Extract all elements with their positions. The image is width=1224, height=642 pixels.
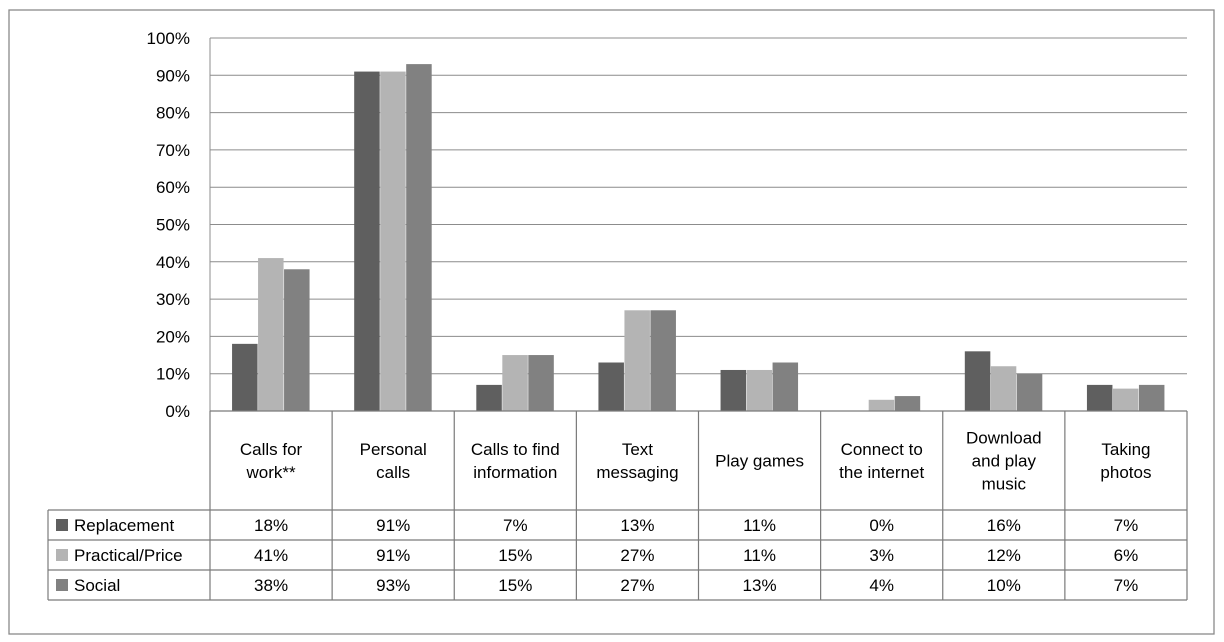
series-name: Replacement bbox=[74, 516, 174, 535]
y-tick-label: 60% bbox=[156, 178, 190, 197]
data-table: Calls for work** Personal calls Calls to fin… bbox=[47, 410, 1188, 601]
legend-swatch bbox=[56, 579, 68, 591]
category-label: work** bbox=[246, 463, 297, 482]
category-label: Download bbox=[966, 429, 1042, 448]
bar-social bbox=[1016, 373, 1043, 411]
data-label: 11% bbox=[743, 516, 776, 535]
bar-replacement bbox=[354, 71, 380, 411]
data-label: 91% bbox=[376, 516, 410, 535]
data-label: 91% bbox=[376, 546, 410, 565]
y-tick-label: 0% bbox=[165, 402, 190, 421]
y-tick-label: 30% bbox=[156, 290, 190, 309]
y-tick-label: 10% bbox=[156, 365, 190, 384]
series-name: Social bbox=[74, 576, 120, 595]
data-label: 13% bbox=[620, 516, 654, 535]
data-label: 3% bbox=[869, 546, 894, 565]
data-label: 7% bbox=[503, 516, 528, 535]
bar-practical-price bbox=[624, 310, 650, 411]
bar-replacement bbox=[1086, 384, 1113, 411]
category-label: Play games bbox=[715, 452, 804, 471]
bar-replacement bbox=[964, 351, 991, 411]
category-label: calls bbox=[376, 463, 410, 482]
bar-replacement bbox=[476, 384, 502, 411]
category-label: Connect to bbox=[841, 440, 923, 459]
data-label: 38% bbox=[254, 576, 288, 595]
bar-practical-price bbox=[746, 369, 773, 411]
y-tick-label: 100% bbox=[147, 29, 190, 48]
y-axis-ticks: 0% 10% 20% 30% 40% 50% 60% 70% 80% 90% 100% bbox=[147, 29, 190, 421]
data-label: 13% bbox=[743, 576, 777, 595]
data-label: 10% bbox=[987, 576, 1021, 595]
category-label: Taking bbox=[1101, 440, 1150, 459]
bar-social bbox=[284, 269, 310, 411]
data-label: 7% bbox=[1114, 576, 1139, 595]
data-label: 12% bbox=[987, 546, 1021, 565]
bars bbox=[232, 64, 1165, 412]
data-label: 15% bbox=[498, 576, 532, 595]
category-label: photos bbox=[1100, 463, 1151, 482]
y-tick-label: 70% bbox=[156, 141, 190, 160]
category-label: and play bbox=[972, 452, 1037, 471]
bar-social bbox=[772, 362, 799, 411]
category-label: music bbox=[982, 475, 1027, 494]
data-label: 7% bbox=[1114, 516, 1139, 535]
bar-social bbox=[894, 396, 921, 411]
category-label: Calls for bbox=[240, 440, 303, 459]
data-label: 27% bbox=[620, 576, 654, 595]
data-label: 11% bbox=[743, 546, 776, 565]
category-label: Text bbox=[622, 440, 653, 459]
bar-practical-price bbox=[990, 366, 1017, 411]
bar-social bbox=[1138, 384, 1165, 411]
bar-practical-price bbox=[380, 71, 406, 411]
legend-swatch bbox=[56, 519, 68, 531]
category-label: Calls to find bbox=[471, 440, 560, 459]
data-label: 27% bbox=[620, 546, 654, 565]
data-label: 6% bbox=[1114, 546, 1139, 565]
bar-replacement bbox=[720, 369, 747, 411]
bar-social bbox=[650, 310, 676, 411]
bar-replacement bbox=[232, 343, 258, 411]
legend-swatch bbox=[56, 549, 68, 561]
category-label: information bbox=[473, 463, 557, 482]
data-label: 16% bbox=[987, 516, 1021, 535]
bar-practical-price bbox=[502, 355, 528, 411]
data-label: 93% bbox=[376, 576, 410, 595]
y-tick-label: 50% bbox=[156, 216, 190, 235]
data-label: 4% bbox=[869, 576, 894, 595]
data-label: 0% bbox=[869, 516, 894, 535]
y-tick-label: 90% bbox=[156, 66, 190, 85]
y-tick-label: 20% bbox=[156, 327, 190, 346]
category-label: the internet bbox=[839, 463, 924, 482]
y-tick-label: 80% bbox=[156, 104, 190, 123]
data-label: 18% bbox=[254, 516, 288, 535]
bar-practical-price bbox=[258, 258, 284, 411]
category-label: messaging bbox=[596, 463, 678, 482]
y-tick-label: 40% bbox=[156, 253, 190, 272]
bar-social bbox=[528, 355, 554, 411]
bar-practical-price bbox=[868, 399, 895, 411]
series-name: Practical/Price bbox=[74, 546, 183, 565]
bar-practical-price bbox=[1112, 388, 1139, 411]
data-label: 41% bbox=[254, 546, 288, 565]
bar-replacement bbox=[598, 362, 624, 411]
data-label: 15% bbox=[498, 546, 532, 565]
category-label: Personal bbox=[360, 440, 427, 459]
bar-social bbox=[406, 64, 432, 412]
